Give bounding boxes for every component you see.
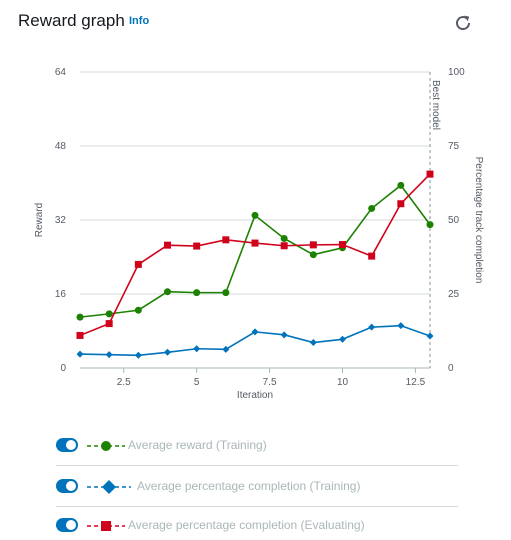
- data-point: [397, 200, 405, 208]
- data-point: [280, 235, 288, 242]
- data-point: [105, 351, 113, 359]
- data-point: [222, 236, 230, 244]
- series-square: [76, 170, 434, 339]
- left-tick-label: 16: [55, 289, 67, 300]
- data-point: [251, 239, 259, 247]
- data-point: [280, 331, 288, 339]
- series-line: [79, 184, 431, 318]
- data-point: [426, 170, 434, 178]
- right-tick-label: 50: [448, 215, 460, 226]
- data-point: [251, 328, 259, 336]
- x-tick-label: 12.5: [406, 377, 426, 388]
- left-axis-title: Reward: [34, 203, 45, 237]
- data-point: [193, 345, 201, 353]
- data-point: [426, 332, 434, 340]
- data-point: [222, 289, 230, 297]
- data-point: [193, 289, 201, 297]
- chart-series: [76, 170, 434, 359]
- data-point: [339, 241, 346, 249]
- legend-label: Average reward (Training): [128, 438, 267, 452]
- right-tick-label: 100: [448, 67, 465, 78]
- reward-chart: Iteration Reward Percentage track comple…: [34, 67, 484, 401]
- chart-axes: Iteration Reward Percentage track comple…: [34, 67, 484, 401]
- x-tick-label: 5: [194, 377, 200, 388]
- info-link[interactable]: Info: [129, 15, 150, 27]
- best-model-label: Best model: [430, 80, 441, 130]
- data-point: [164, 288, 171, 296]
- data-point: [426, 221, 434, 229]
- data-point: [309, 339, 317, 347]
- data-point: [193, 242, 201, 250]
- data-point: [368, 204, 376, 212]
- data-point: [251, 211, 259, 219]
- legend-marker-circle-icon: [87, 441, 125, 451]
- refresh-icon[interactable]: [452, 12, 474, 34]
- legend-toggle[interactable]: [56, 518, 78, 532]
- graph-header: Reward graph Info: [18, 10, 493, 36]
- data-point: [134, 351, 142, 359]
- legend-item-completion-training[interactable]: Average percentage completion (Training): [56, 475, 458, 499]
- data-point: [76, 313, 84, 321]
- data-point: [368, 323, 376, 331]
- legend-toggle[interactable]: [56, 479, 78, 493]
- data-point: [397, 322, 405, 330]
- legend-label: Average percentage completion (Training): [137, 479, 361, 493]
- data-point: [222, 345, 230, 353]
- data-point: [134, 260, 142, 268]
- legend-item-completion-evaluating[interactable]: Average percentage completion (Evaluatin…: [56, 514, 458, 538]
- legend-marker-square-icon: [87, 521, 125, 531]
- legend-divider: [56, 465, 458, 466]
- legend-marker: [102, 480, 116, 494]
- x-tick-label: 2.5: [117, 377, 131, 388]
- data-point: [397, 181, 405, 189]
- data-point: [76, 331, 84, 339]
- data-point: [164, 241, 171, 249]
- x-tick-label: 10: [337, 377, 349, 388]
- x-tick-label: 7.5: [263, 377, 277, 388]
- data-point: [368, 252, 376, 260]
- x-axis-title: Iteration: [237, 390, 273, 401]
- data-point: [309, 241, 317, 249]
- series-diamond: [76, 322, 434, 359]
- chart-grid: [80, 71, 431, 373]
- page-title: Reward graph: [18, 11, 125, 30]
- legend-marker: [101, 441, 111, 451]
- data-point: [105, 310, 113, 318]
- right-tick-label: 0: [448, 363, 454, 374]
- right-tick-label: 75: [448, 141, 460, 152]
- data-point: [164, 348, 171, 356]
- left-tick-label: 48: [55, 141, 67, 152]
- legend-divider: [56, 506, 458, 507]
- right-axis-title: Percentage track completion: [473, 157, 484, 284]
- legend-marker-diamond-icon: [87, 480, 131, 494]
- data-point: [339, 335, 346, 343]
- data-point: [309, 251, 317, 259]
- data-point: [280, 242, 288, 250]
- left-tick-label: 0: [60, 363, 66, 374]
- data-point: [134, 306, 142, 314]
- legend-toggle[interactable]: [56, 438, 78, 452]
- left-tick-label: 32: [55, 215, 67, 226]
- legend-item-average-reward-training[interactable]: Average reward (Training): [56, 434, 458, 458]
- right-tick-label: 25: [448, 289, 460, 300]
- legend-label: Average percentage completion (Evaluatin…: [128, 518, 365, 532]
- legend-marker: [101, 521, 111, 531]
- left-tick-label: 64: [55, 67, 67, 78]
- series-circle: [76, 181, 434, 321]
- data-point: [76, 350, 84, 358]
- data-point: [105, 320, 113, 328]
